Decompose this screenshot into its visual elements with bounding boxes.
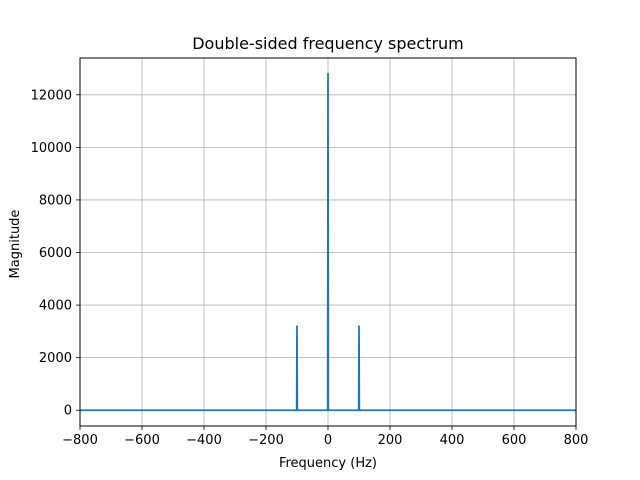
- y-axis-ticks: 0 2000 4000 6000 8000 10000 12000: [31, 88, 80, 419]
- x-tick-label: 800: [564, 433, 589, 448]
- x-tick-label: 200: [378, 433, 403, 448]
- chart-title: Double-sided frequency spectrum: [192, 34, 464, 53]
- y-tick-label: 4000: [39, 299, 72, 314]
- y-tick-label: 8000: [39, 193, 72, 208]
- x-tick-label: −800: [62, 433, 98, 448]
- x-tick-label: −400: [186, 433, 222, 448]
- y-tick-label: 12000: [31, 88, 72, 103]
- spectrum-line: [80, 72, 576, 412]
- x-tick-label: 600: [502, 433, 527, 448]
- y-tick-label: 0: [64, 404, 72, 419]
- x-axis-label: Frequency (Hz): [279, 456, 377, 471]
- x-tick-label: −200: [248, 433, 284, 448]
- x-axis-ticks: −800 −600 −400 −200 0 200 400 600 800: [62, 426, 588, 448]
- x-tick-label: 0: [324, 433, 332, 448]
- y-tick-label: 10000: [31, 141, 72, 156]
- series-layer: [80, 72, 576, 412]
- y-tick-label: 6000: [39, 246, 72, 261]
- x-tick-label: −600: [124, 433, 160, 448]
- y-axis-label: Magnitude: [8, 210, 23, 279]
- x-tick-label: 400: [440, 433, 465, 448]
- y-tick-label: 2000: [39, 351, 72, 366]
